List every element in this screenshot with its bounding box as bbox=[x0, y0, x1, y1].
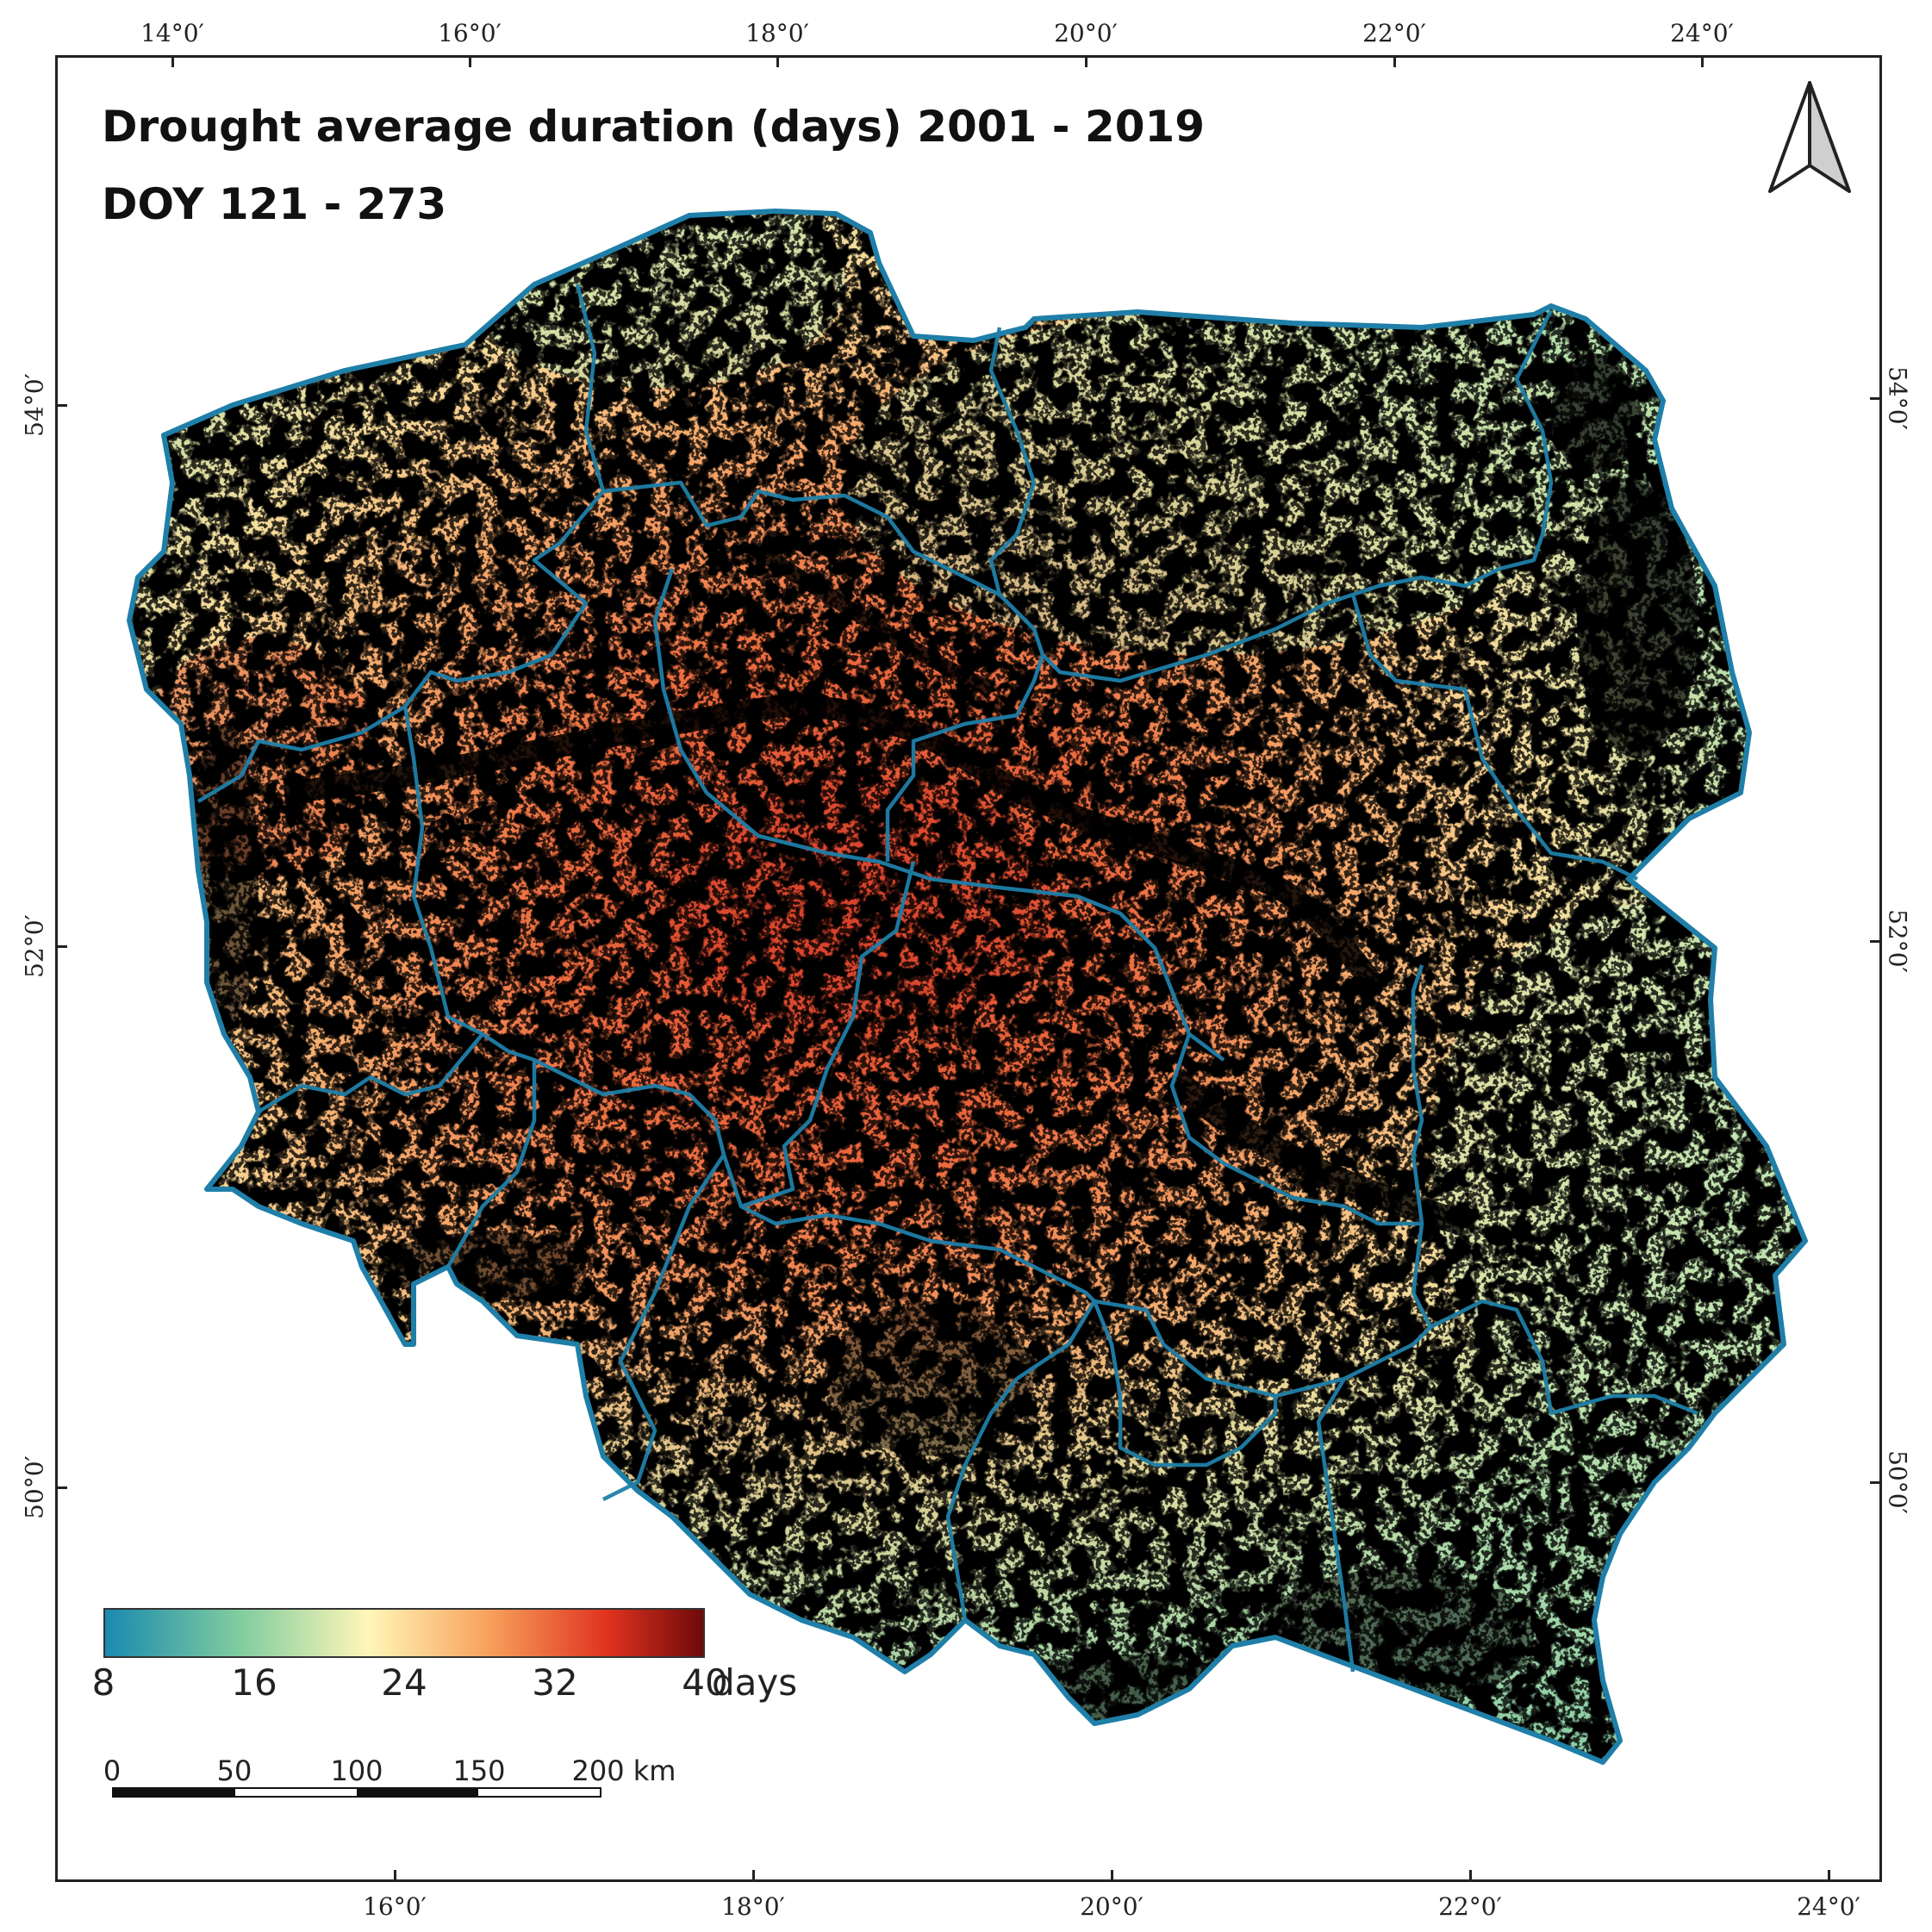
graticule-tick bbox=[1828, 1870, 1830, 1882]
graticule-tick bbox=[171, 55, 174, 67]
graticule-tick bbox=[1111, 1870, 1113, 1882]
scale-bar-segment bbox=[478, 1789, 600, 1796]
scale-bar-segment bbox=[235, 1789, 357, 1796]
map-subtitle: DOY 121 - 273 bbox=[102, 179, 447, 229]
graticule-tick bbox=[1393, 55, 1396, 67]
graticule-tick bbox=[469, 55, 471, 67]
bottom-longitude-label: 20°0′ bbox=[1080, 1892, 1144, 1921]
scale-bar-label: 0 bbox=[103, 1754, 122, 1787]
graticule-tick bbox=[776, 55, 779, 67]
top-longitude-label: 18°0′ bbox=[745, 19, 809, 47]
graticule-tick bbox=[55, 945, 67, 948]
bottom-longitude-label: 16°0′ bbox=[363, 1892, 427, 1921]
top-longitude-label: 20°0′ bbox=[1054, 19, 1118, 47]
bottom-longitude-label: 24°0′ bbox=[1797, 1892, 1860, 1921]
top-longitude-label: 16°0′ bbox=[438, 19, 502, 47]
graticule-tick bbox=[1870, 1481, 1882, 1484]
graticule-tick bbox=[55, 404, 67, 407]
legend-tick-label: 16 bbox=[231, 1661, 277, 1704]
legend-colorbar bbox=[103, 1608, 705, 1658]
top-longitude-label: 24°0′ bbox=[1670, 19, 1734, 47]
scale-bar-label: 50 bbox=[216, 1754, 252, 1787]
graticule-tick bbox=[1085, 55, 1088, 67]
legend-unit-label: days bbox=[712, 1661, 798, 1704]
scale-bar-label: 150 bbox=[452, 1754, 506, 1787]
scale-bar-segment bbox=[114, 1789, 235, 1796]
graticule-tick bbox=[1469, 1870, 1472, 1882]
legend-tick-label: 8 bbox=[91, 1661, 115, 1704]
scale-bar bbox=[112, 1787, 601, 1798]
graticule-tick bbox=[1870, 940, 1882, 943]
bottom-longitude-label: 22°0′ bbox=[1438, 1892, 1502, 1921]
north-arrow-icon bbox=[1768, 81, 1851, 193]
top-longitude-label: 14°0′ bbox=[140, 19, 204, 47]
scale-bar-segment bbox=[357, 1789, 478, 1796]
map-frame bbox=[55, 55, 1882, 1882]
scale-bar-label: 200 km bbox=[571, 1754, 676, 1787]
graticule-tick bbox=[1701, 55, 1704, 67]
scale-bar-label: 100 bbox=[330, 1754, 383, 1787]
top-longitude-label: 22°0′ bbox=[1362, 19, 1426, 47]
map-title: Drought average duration (days) 2001 - 2… bbox=[102, 102, 1206, 152]
legend-tick-label: 32 bbox=[532, 1661, 578, 1704]
bottom-longitude-label: 18°0′ bbox=[721, 1892, 785, 1921]
graticule-tick bbox=[394, 1870, 396, 1882]
legend-tick-label: 40 bbox=[682, 1661, 728, 1704]
graticule-tick bbox=[1870, 397, 1882, 400]
graticule-tick bbox=[55, 1486, 67, 1489]
graticule-tick bbox=[752, 1870, 755, 1882]
legend-tick-label: 24 bbox=[381, 1661, 427, 1704]
